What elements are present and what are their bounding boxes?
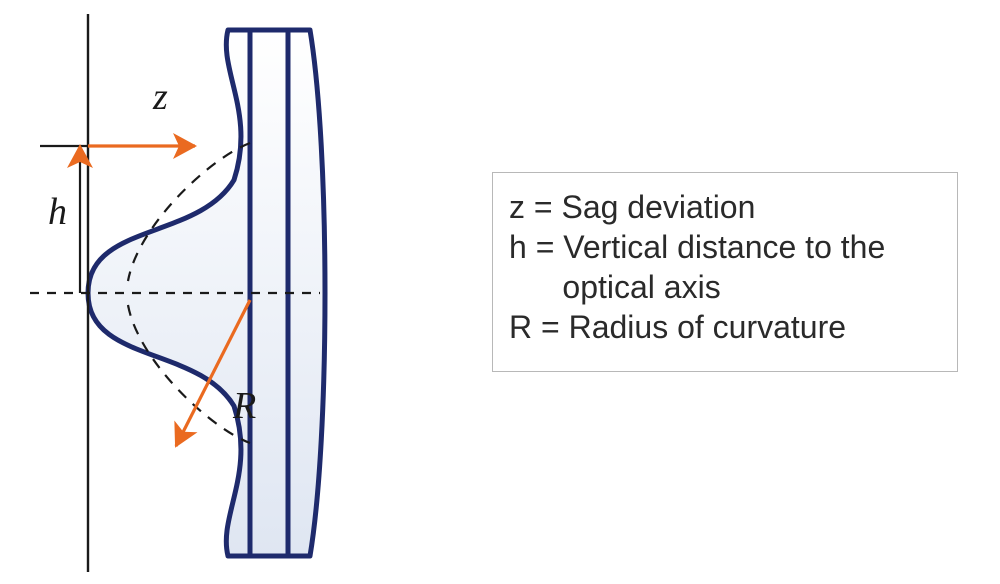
page-root: z h R z = Sag deviation h = Vertical dis… [0, 0, 1000, 584]
legend-R-def: Radius of curvature [569, 309, 846, 345]
legend-R-symbol: R [509, 309, 532, 345]
label-z: z [153, 75, 168, 119]
legend-h-eq: = [527, 229, 563, 265]
legend-row-h: h = Vertical distance to the [509, 227, 937, 267]
legend-row-z: z = Sag deviation [509, 187, 937, 227]
legend-z-symbol: z [509, 189, 525, 225]
label-h: h [48, 190, 67, 234]
legend-z-def: Sag deviation [561, 189, 755, 225]
legend-z-eq: = [525, 189, 561, 225]
legend-h-symbol: h [509, 229, 527, 265]
legend-row-R: R = Radius of curvature [509, 307, 937, 347]
legend-box: z = Sag deviation h = Vertical distance … [492, 172, 958, 372]
legend-R-eq: = [532, 309, 568, 345]
legend-h-def: Vertical distance to the [563, 229, 885, 265]
legend-row-h-cont: optical axis [509, 267, 937, 307]
label-R: R [233, 384, 256, 428]
